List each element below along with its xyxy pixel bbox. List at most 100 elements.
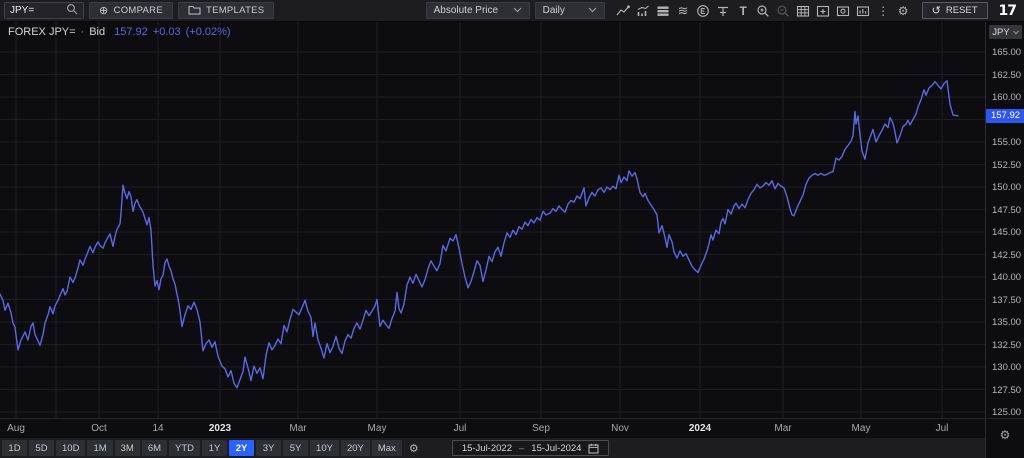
price-axis-label: 160.00 [992,92,1022,103]
templates-label: TEMPLATES [205,5,265,16]
line-chart-icon[interactable] [614,2,633,20]
range-settings-gear-icon[interactable]: ⚙ [408,442,419,455]
price-line [0,80,959,389]
compare-label: COMPARE [113,5,163,16]
add-panel-icon[interactable] [814,2,833,20]
time-axis-label: Nov [611,423,629,434]
chart-legend: FOREX JPY= · Bid 157.92 +0.03 (+0.02%) [8,26,231,38]
price-axis-currency-label: JPY [992,26,1010,38]
text-tool-icon[interactable]: T [739,3,747,18]
range-button-1d[interactable]: 1D [2,440,27,456]
snapshot-icon[interactable] [834,2,853,20]
bar-stats-icon[interactable] [634,2,653,20]
interval-value: Daily [542,5,565,16]
price-axis-label: 155.00 [992,137,1022,148]
price-axis-label: 135.00 [992,317,1022,328]
templates-button[interactable]: TEMPLATES [177,2,275,19]
time-axis-label: May [367,423,387,434]
axis-settings-gear-icon[interactable]: ⚙ [999,428,1011,442]
events-icon[interactable] [694,2,713,20]
date-range-separator: – [518,442,525,454]
legend-last-price: 157.92 [114,26,148,38]
time-axis-label: Sep [532,423,550,434]
range-button-2y[interactable]: 2Y [229,440,255,456]
range-button-20y[interactable]: 20Y [340,440,370,456]
price-axis-label: 140.00 [992,272,1022,283]
compare-plus-icon: ⊕ [99,5,109,17]
tradingview-logo: 17 [998,2,1018,19]
price-chart-svg[interactable] [0,22,985,418]
range-button-ytd[interactable]: YTD [169,440,201,456]
reset-button[interactable]: ↺ RESET [921,2,988,19]
legend-field: Bid [89,26,106,38]
zoom-in-icon[interactable] [754,2,773,20]
price-axis-label: 162.50 [992,69,1022,81]
price-axis-label: 130.00 [992,362,1022,373]
price-mode-dropdown[interactable]: Absolute Price [425,2,530,19]
price-axis-label: 127.50 [992,384,1022,396]
range-button-group: 1D 5D 10D 1M 3M 6M YTD 1Y 2Y 3Y 5Y 10Y 20Y Max [2,440,402,456]
range-button-6m[interactable]: 6M [141,440,168,456]
waves-icon[interactable]: ≋ [677,2,689,18]
legend-instrument[interactable]: FOREX JPY= [8,26,76,38]
range-toolbar: 1D 5D 10D 1M 3M 6M YTD 1Y 2Y 3Y 5Y 10Y 20Y Max ⚙ 15-J… [0,438,985,458]
time-axis-label: 14 [152,423,164,434]
time-axis-label: Mar [774,423,792,434]
axis-settings-corner: ⚙ [985,418,1024,458]
more-menu-icon[interactable]: ⋮ [877,3,890,18]
time-axis[interactable]: Aug Oct 14 2023 Mar May Jul Sep Nov 2024 Mar May Jul [0,418,985,438]
interval-dropdown[interactable]: Daily [534,2,605,19]
table-icon[interactable] [794,2,813,20]
time-axis-label: 2024 [688,423,712,434]
compare-button[interactable]: ⊕ COMPARE [89,2,173,19]
range-button-10y[interactable]: 10Y [310,440,339,456]
price-axis-label: 125.00 [992,407,1022,418]
range-button-5y[interactable]: 5Y [283,440,309,456]
range-button-10d[interactable]: 10D [56,440,86,456]
range-button-max[interactable]: Max [371,440,402,456]
time-axis-label: Aug [7,423,25,434]
zoom-out-icon[interactable] [774,2,793,20]
time-axis-label: May [851,423,871,434]
price-axis[interactable]: JPY 157.92 165.00162.50160.00157.50155.0… [985,22,1024,418]
time-axis-label: Oct [91,423,107,434]
date-to: 15-Jul-2024 [531,442,582,454]
price-axis-label: 152.50 [992,159,1022,171]
price-axis-currency-dropdown[interactable]: JPY [989,25,1022,39]
gridlines [0,22,985,418]
chart-frame-icon[interactable] [854,2,873,20]
search-icon [66,3,78,18]
chart-area[interactable]: FOREX JPY= · Bid 157.92 +0.03 (+0.02%) [0,22,985,418]
range-button-1m[interactable]: 1M [87,440,113,456]
price-axis-label: 150.00 [992,182,1022,193]
symbol-search-value: JPY= [10,5,35,16]
time-axis-label: Mar [289,423,307,434]
reset-icon: ↺ [931,5,941,17]
chevron-down-icon [588,5,597,16]
legend-change-pct: (+0.02%) [185,26,231,38]
axis-adjust-icon[interactable] [714,2,733,20]
layers-icon[interactable] [654,2,673,20]
range-button-3m[interactable]: 3M [114,440,140,456]
time-axis-label: Jul [453,423,467,434]
folder-icon [188,4,201,18]
price-axis-label: 132.50 [992,339,1022,351]
legend-separator: · [80,26,85,38]
reset-label: RESET [945,5,978,16]
range-button-3y[interactable]: 3Y [256,440,282,456]
range-button-1y[interactable]: 1Y [202,440,228,456]
range-button-5d[interactable]: 5D [29,440,54,456]
price-axis-label: 147.50 [992,204,1022,216]
symbol-search-input[interactable]: JPY= [4,2,84,19]
price-axis-label: 137.50 [992,294,1022,306]
date-range-picker[interactable]: 15-Jul-2022 – 15-Jul-2024 [451,440,610,456]
settings-icon[interactable]: ⚙ [897,3,909,18]
price-axis-label: 165.00 [992,47,1022,58]
date-from: 15-Jul-2022 [461,442,512,454]
top-toolbar: JPY= ⊕ COMPARE TEMPLATES Absolute Price … [0,0,1024,22]
time-axis-label: Jul [935,423,949,434]
calendar-icon [588,443,600,454]
price-axis-label: 145.00 [992,227,1022,238]
price-mode-value: Absolute Price [433,5,499,16]
